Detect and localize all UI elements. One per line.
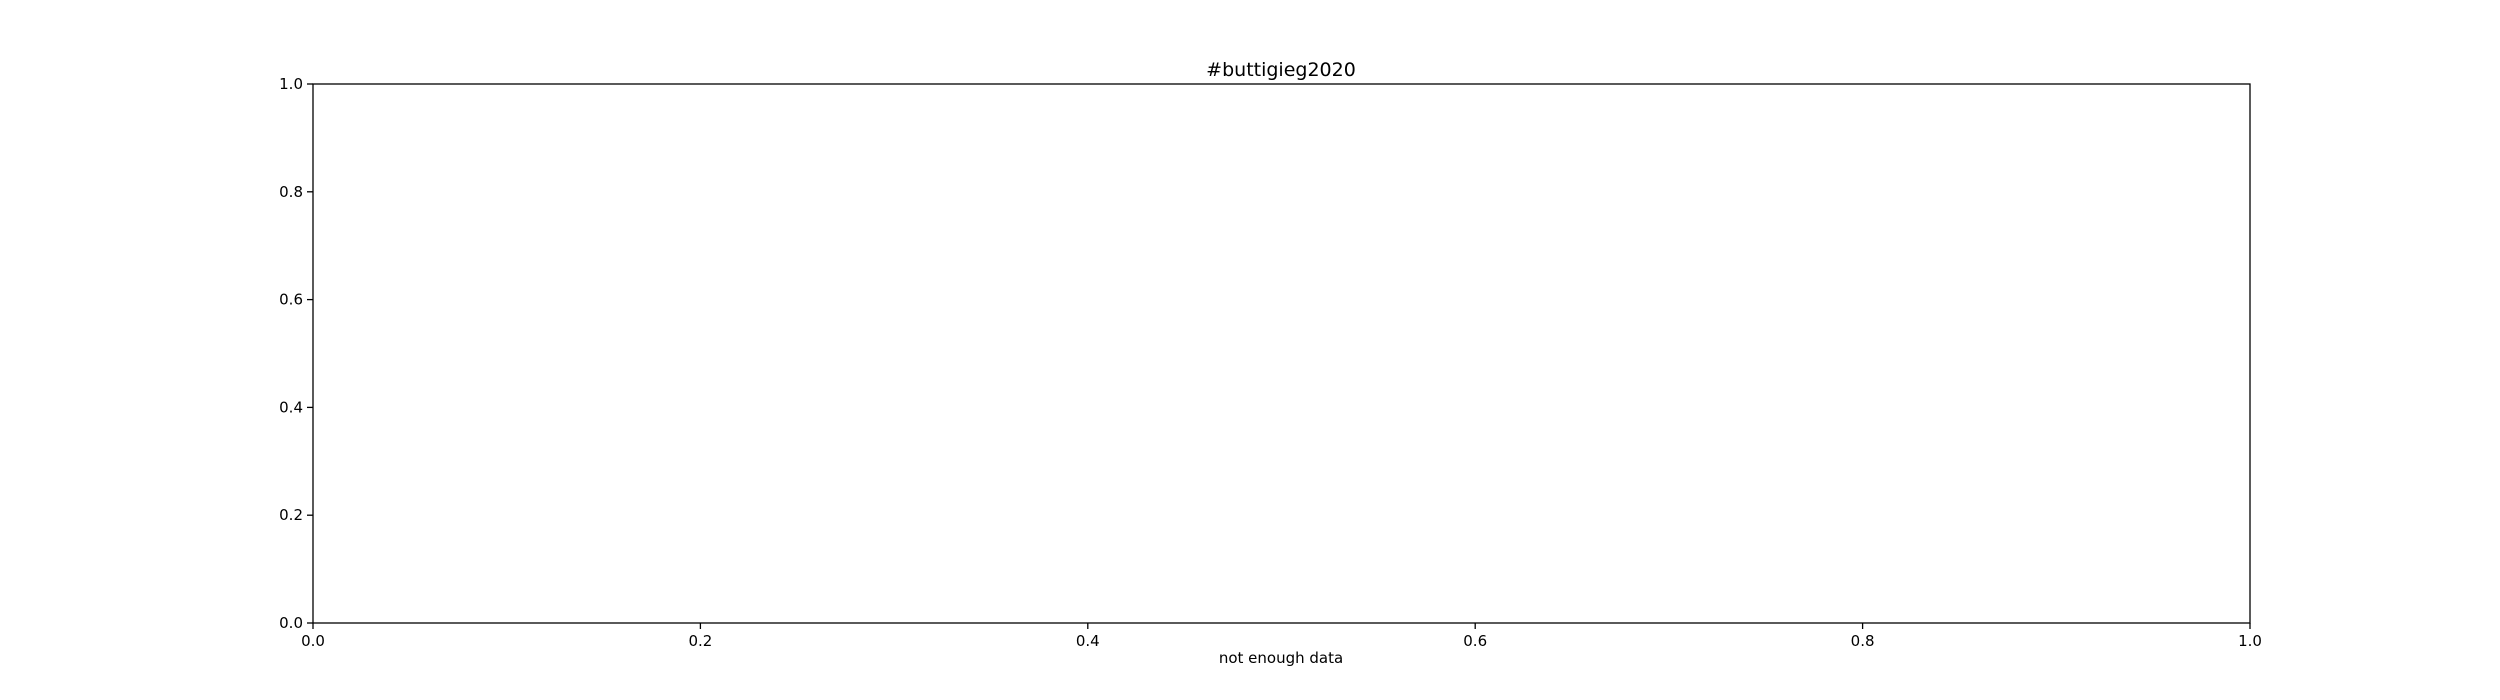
plot-area-frame [312, 83, 2251, 624]
y-tick-label: 0.6 [279, 291, 303, 309]
y-tick-label: 0.0 [279, 614, 303, 632]
y-axis: 0.0 0.2 0.4 0.6 0.8 1.0 [279, 75, 313, 632]
x-tick-label: 0.0 [301, 632, 325, 650]
x-tick-label: 1.0 [2238, 632, 2262, 650]
y-tick-label: 0.4 [279, 398, 303, 416]
y-tick-label: 0.8 [279, 183, 303, 201]
x-axis-label: not enough data [1219, 649, 1343, 667]
y-tick-label: 1.0 [279, 75, 303, 93]
x-tick-label: 0.4 [1076, 632, 1100, 650]
x-tick-label: 0.8 [1851, 632, 1875, 650]
x-tick-label: 0.2 [688, 632, 712, 650]
x-axis: 0.0 0.2 0.4 0.6 0.8 1.0 [301, 623, 2262, 650]
chart-title: #buttigieg2020 [1206, 59, 1356, 81]
y-tick-label: 0.2 [279, 506, 303, 524]
x-tick-label: 0.6 [1463, 632, 1487, 650]
